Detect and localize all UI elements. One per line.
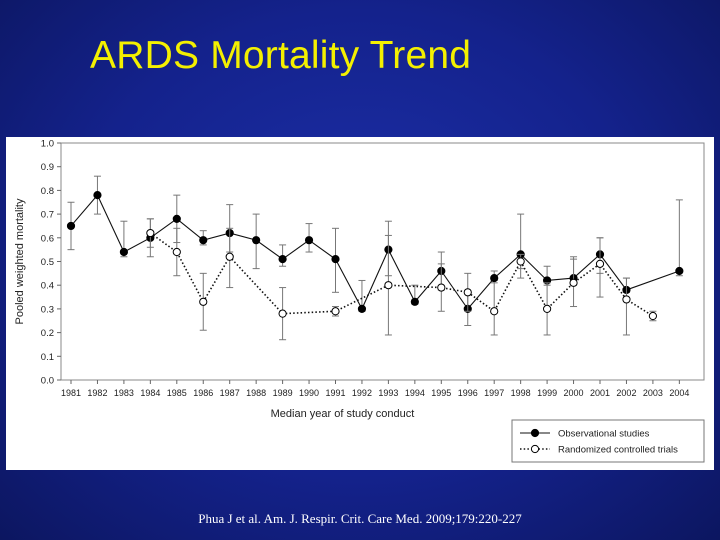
x-tick-label: 1991 bbox=[325, 388, 345, 398]
observational-point bbox=[119, 247, 129, 257]
y-axis-label: Pooled weighted mortality bbox=[14, 198, 26, 324]
rct-point bbox=[595, 259, 605, 268]
legend-observational-marker bbox=[530, 428, 540, 438]
observational-point bbox=[304, 236, 314, 245]
observational-point bbox=[675, 266, 684, 276]
x-tick-label: 1982 bbox=[87, 388, 107, 398]
legend-box bbox=[511, 419, 705, 463]
observational-point bbox=[490, 273, 499, 283]
rct-point bbox=[225, 252, 234, 261]
x-tick-label: 1993 bbox=[378, 388, 398, 398]
x-tick-label: 2004 bbox=[669, 388, 689, 398]
rct-point bbox=[172, 247, 181, 257]
rct-series-line bbox=[149, 232, 654, 317]
rct-point bbox=[622, 295, 631, 304]
rct-point bbox=[543, 304, 552, 313]
y-tick-label: 0.0 bbox=[41, 376, 54, 387]
observational-point bbox=[278, 255, 287, 264]
slide-title: ARDS Mortality Trend bbox=[90, 34, 472, 77]
x-tick-label: 1988 bbox=[246, 388, 266, 398]
x-tick-label: 2003 bbox=[643, 388, 663, 398]
y-tick-label: 0.2 bbox=[41, 328, 54, 339]
rct-point bbox=[463, 288, 472, 297]
rct-point bbox=[384, 281, 393, 290]
observational-point bbox=[331, 255, 340, 264]
x-tick-label: 1998 bbox=[511, 388, 531, 398]
x-axis-label: Median year of study conduct bbox=[271, 408, 415, 420]
x-tick-label: 1985 bbox=[167, 388, 187, 398]
observational-point bbox=[93, 191, 102, 200]
rct-point bbox=[199, 297, 208, 306]
y-tick-label: 0.5 bbox=[41, 257, 54, 268]
rct-point bbox=[569, 278, 578, 287]
y-tick-label: 0.6 bbox=[41, 233, 54, 244]
observational-point bbox=[410, 297, 419, 306]
citation: Phua J et al. Am. J. Respir. Crit. Care … bbox=[198, 511, 522, 526]
legend-rct-marker bbox=[530, 444, 540, 454]
rct-point bbox=[648, 311, 658, 321]
rct-point bbox=[278, 309, 287, 318]
rct-point bbox=[490, 307, 499, 316]
x-tick-label: 1987 bbox=[220, 388, 240, 398]
x-tick-label: 2000 bbox=[564, 388, 584, 398]
y-tick-label: 0.4 bbox=[41, 281, 54, 292]
observational-point bbox=[172, 214, 181, 223]
y-tick-label: 0.8 bbox=[41, 186, 54, 197]
legend-rct-label: Randomized controlled trials bbox=[558, 445, 678, 456]
y-tick-label: 0.9 bbox=[41, 162, 54, 173]
observational-point bbox=[66, 221, 76, 231]
x-tick-label: 1999 bbox=[537, 388, 557, 398]
observational-point bbox=[252, 236, 261, 245]
x-tick-label: 1994 bbox=[405, 388, 425, 398]
mortality-line-chart: 0.0 0.1 0.2 0.3 0.4 0.5 0.6 0.7 0.8 0.9 1.0 1981 198… bbox=[14, 139, 705, 463]
rct-point bbox=[437, 283, 446, 292]
legend-observational-label: Observational studies bbox=[558, 429, 650, 440]
rct-point bbox=[146, 228, 155, 238]
x-tick-label: 1996 bbox=[458, 388, 478, 398]
x-tick-label: 1986 bbox=[193, 388, 213, 398]
rct-point bbox=[516, 257, 525, 266]
x-tick-label: 2002 bbox=[616, 388, 636, 398]
rct-point bbox=[331, 307, 340, 316]
plot-frame bbox=[60, 142, 705, 381]
observational-point bbox=[357, 304, 367, 313]
x-tick-label: 1981 bbox=[61, 388, 81, 398]
x-tick-label: 1990 bbox=[299, 388, 319, 398]
observational-point bbox=[199, 236, 208, 245]
y-tick-label: 0.3 bbox=[41, 304, 54, 315]
x-tick-label: 1995 bbox=[431, 388, 451, 398]
x-tick-label: 1983 bbox=[114, 388, 134, 398]
y-tick-label: 0.7 bbox=[41, 210, 54, 221]
x-tick-label: 1992 bbox=[352, 388, 372, 398]
chart-panel: 0.0 0.1 0.2 0.3 0.4 0.5 0.6 0.7 0.8 0.9 1.0 1981 198… bbox=[6, 137, 714, 470]
y-tick-label: 1.0 bbox=[41, 139, 54, 150]
y-tick-label: 0.1 bbox=[41, 352, 54, 363]
x-tick-label: 1984 bbox=[140, 388, 160, 398]
x-tick-label: 1997 bbox=[484, 388, 504, 398]
x-tick-label: 2001 bbox=[590, 388, 610, 398]
x-tick-label: 1989 bbox=[273, 388, 293, 398]
